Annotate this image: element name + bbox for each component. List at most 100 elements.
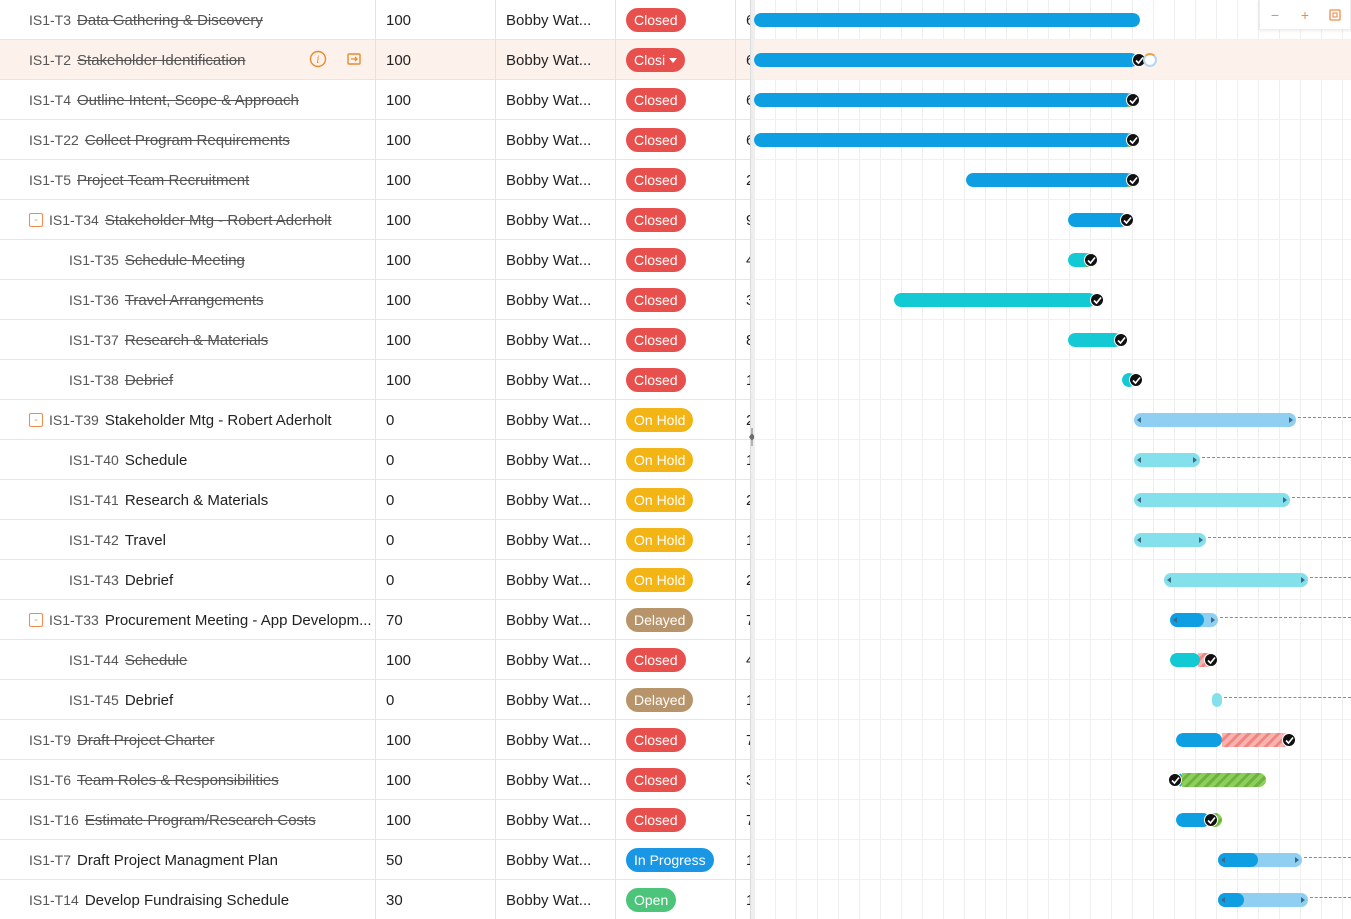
status-cell[interactable]: Closed bbox=[616, 160, 736, 200]
status-cell[interactable]: Open bbox=[616, 880, 736, 919]
status-cell[interactable]: Closed bbox=[616, 760, 736, 800]
gantt-bar[interactable] bbox=[754, 13, 1140, 27]
owner-cell[interactable]: Bobby Wat... bbox=[496, 280, 616, 320]
owner-cell[interactable]: Bobby Wat... bbox=[496, 640, 616, 680]
gantt-bar[interactable] bbox=[1218, 853, 1302, 867]
percent-complete-cell[interactable]: 100 bbox=[376, 160, 496, 200]
truncated-column-cell[interactable]: 1 bbox=[736, 520, 750, 560]
owner-cell[interactable]: Bobby Wat... bbox=[496, 840, 616, 880]
truncated-column-cell[interactable]: 6 bbox=[736, 40, 750, 80]
status-cell[interactable]: Closi bbox=[616, 40, 736, 80]
resize-right-icon[interactable] bbox=[1301, 897, 1305, 903]
resize-left-icon[interactable] bbox=[1221, 897, 1225, 903]
percent-complete-cell[interactable]: 100 bbox=[376, 720, 496, 760]
status-badge[interactable]: On Hold bbox=[626, 488, 694, 512]
owner-cell[interactable]: Bobby Wat... bbox=[496, 40, 616, 80]
task-name-cell[interactable]: IS1-T36 Travel Arrangements bbox=[0, 280, 376, 320]
task-name-cell[interactable]: IS1-T44 Schedule bbox=[0, 640, 376, 680]
owner-cell[interactable]: Bobby Wat... bbox=[496, 240, 616, 280]
truncated-column-cell[interactable]: 2 bbox=[736, 400, 750, 440]
task-row[interactable]: IS1-T22 Collect Program Requirements 100 Bo… bbox=[0, 120, 750, 160]
task-name-cell[interactable]: IS1-T6 Team Roles & Responsibilities bbox=[0, 760, 376, 800]
status-badge[interactable]: Closed bbox=[626, 328, 686, 352]
gantt-bar[interactable] bbox=[1176, 773, 1266, 787]
gantt-bar[interactable] bbox=[1134, 453, 1200, 467]
status-badge[interactable]: In Progress bbox=[626, 848, 714, 872]
status-cell[interactable]: Closed bbox=[616, 80, 736, 120]
status-badge[interactable]: On Hold bbox=[626, 528, 694, 552]
task-name-cell[interactable]: IS1-T42 Travel bbox=[0, 520, 376, 560]
task-name[interactable]: Debrief bbox=[124, 571, 174, 589]
info-icon[interactable]: i bbox=[309, 50, 327, 68]
truncated-column-cell[interactable]: 1 bbox=[736, 840, 750, 880]
status-badge[interactable]: Open bbox=[626, 888, 677, 912]
task-name-cell[interactable]: IS1-T3 Data Gathering & Discovery bbox=[0, 0, 376, 40]
status-cell[interactable]: Closed bbox=[616, 0, 736, 40]
task-name[interactable]: Schedule bbox=[124, 451, 188, 469]
truncated-column-cell[interactable]: 1 bbox=[736, 360, 750, 400]
percent-complete-cell[interactable]: 0 bbox=[376, 400, 496, 440]
task-name[interactable]: Travel bbox=[124, 531, 166, 549]
owner-cell[interactable]: Bobby Wat... bbox=[496, 80, 616, 120]
truncated-column-cell[interactable]: 3 bbox=[736, 280, 750, 320]
resize-right-icon[interactable] bbox=[1295, 857, 1299, 863]
status-badge[interactable]: Closed bbox=[626, 728, 686, 752]
truncated-column-cell[interactable]: 1 bbox=[736, 880, 750, 919]
status-badge[interactable]: Closed bbox=[626, 648, 686, 672]
truncated-column-cell[interactable]: 3 bbox=[736, 760, 750, 800]
status-badge[interactable]: Closed bbox=[626, 88, 686, 112]
owner-cell[interactable]: Bobby Wat... bbox=[496, 400, 616, 440]
percent-complete-cell[interactable]: 100 bbox=[376, 40, 496, 80]
resize-right-icon[interactable] bbox=[1199, 537, 1203, 543]
task-name[interactable]: Debrief bbox=[124, 371, 174, 389]
task-name[interactable]: Team Roles & Responsibilities bbox=[77, 771, 279, 789]
task-name[interactable]: Stakeholder Mtg - Robert Aderholt bbox=[104, 211, 332, 229]
percent-complete-cell[interactable]: 100 bbox=[376, 200, 496, 240]
status-badge[interactable]: Closed bbox=[626, 208, 686, 232]
task-row[interactable]: IS1-T16 Estimate Program/Research Costs 10… bbox=[0, 800, 750, 840]
truncated-column-cell[interactable]: 4 bbox=[736, 640, 750, 680]
truncated-column-cell[interactable]: 1 bbox=[736, 680, 750, 720]
resize-left-icon[interactable] bbox=[1137, 537, 1141, 543]
task-name[interactable]: Project Team Recruitment bbox=[77, 171, 250, 189]
status-badge[interactable]: Delayed bbox=[626, 688, 694, 712]
resize-right-icon[interactable] bbox=[1211, 617, 1215, 623]
percent-complete-cell[interactable]: 100 bbox=[376, 360, 496, 400]
task-row[interactable]: IS1-T41 Research & Materials 0 Bobby Wat...… bbox=[0, 480, 750, 520]
percent-complete-cell[interactable]: 0 bbox=[376, 480, 496, 520]
task-row[interactable]: IS1-T36 Travel Arrangements 100 Bobby Wat..… bbox=[0, 280, 750, 320]
task-name-cell[interactable]: IS1-T40 Schedule bbox=[0, 440, 376, 480]
task-name[interactable]: Develop Fundraising Schedule bbox=[84, 891, 290, 909]
status-badge[interactable]: Delayed bbox=[626, 608, 694, 632]
owner-cell[interactable]: Bobby Wat... bbox=[496, 360, 616, 400]
task-name[interactable]: Schedule Meeting bbox=[124, 251, 245, 269]
owner-cell[interactable]: Bobby Wat... bbox=[496, 320, 616, 360]
status-badge[interactable]: Closed bbox=[626, 128, 686, 152]
task-row[interactable]: IS1-T9 Draft Project Charter 100 Bobby Wat.… bbox=[0, 720, 750, 760]
status-cell[interactable]: Closed bbox=[616, 720, 736, 760]
gantt-bar[interactable] bbox=[1164, 573, 1308, 587]
status-cell[interactable]: Closed bbox=[616, 360, 736, 400]
truncated-column-cell[interactable]: 7 bbox=[736, 720, 750, 760]
task-name-cell[interactable]: IS1-T45 Debrief bbox=[0, 680, 376, 720]
resize-right-icon[interactable] bbox=[1193, 457, 1197, 463]
task-name[interactable]: Collect Program Requirements bbox=[84, 131, 290, 149]
status-cell[interactable]: Closed bbox=[616, 280, 736, 320]
truncated-column-cell[interactable]: 1 bbox=[736, 440, 750, 480]
task-row[interactable]: IS1-T37 Research & Materials 100 Bobby Wat.… bbox=[0, 320, 750, 360]
task-name-cell[interactable]: IS1-T38 Debrief bbox=[0, 360, 376, 400]
collapse-toggle-icon[interactable]: - bbox=[29, 613, 43, 627]
gantt-bar[interactable] bbox=[1068, 213, 1128, 227]
status-cell[interactable]: Closed bbox=[616, 800, 736, 840]
task-row[interactable]: IS1-T4 Outline Intent, Scope & Approach 10… bbox=[0, 80, 750, 120]
status-cell[interactable]: Closed bbox=[616, 200, 736, 240]
percent-complete-cell[interactable]: 100 bbox=[376, 800, 496, 840]
truncated-column-cell[interactable]: 2 bbox=[736, 560, 750, 600]
resize-left-icon[interactable] bbox=[1137, 457, 1141, 463]
truncated-column-cell[interactable]: 6 bbox=[736, 0, 750, 40]
status-badge[interactable]: Closed bbox=[626, 768, 686, 792]
task-name-cell[interactable]: IS1-T41 Research & Materials bbox=[0, 480, 376, 520]
owner-cell[interactable]: Bobby Wat... bbox=[496, 0, 616, 40]
